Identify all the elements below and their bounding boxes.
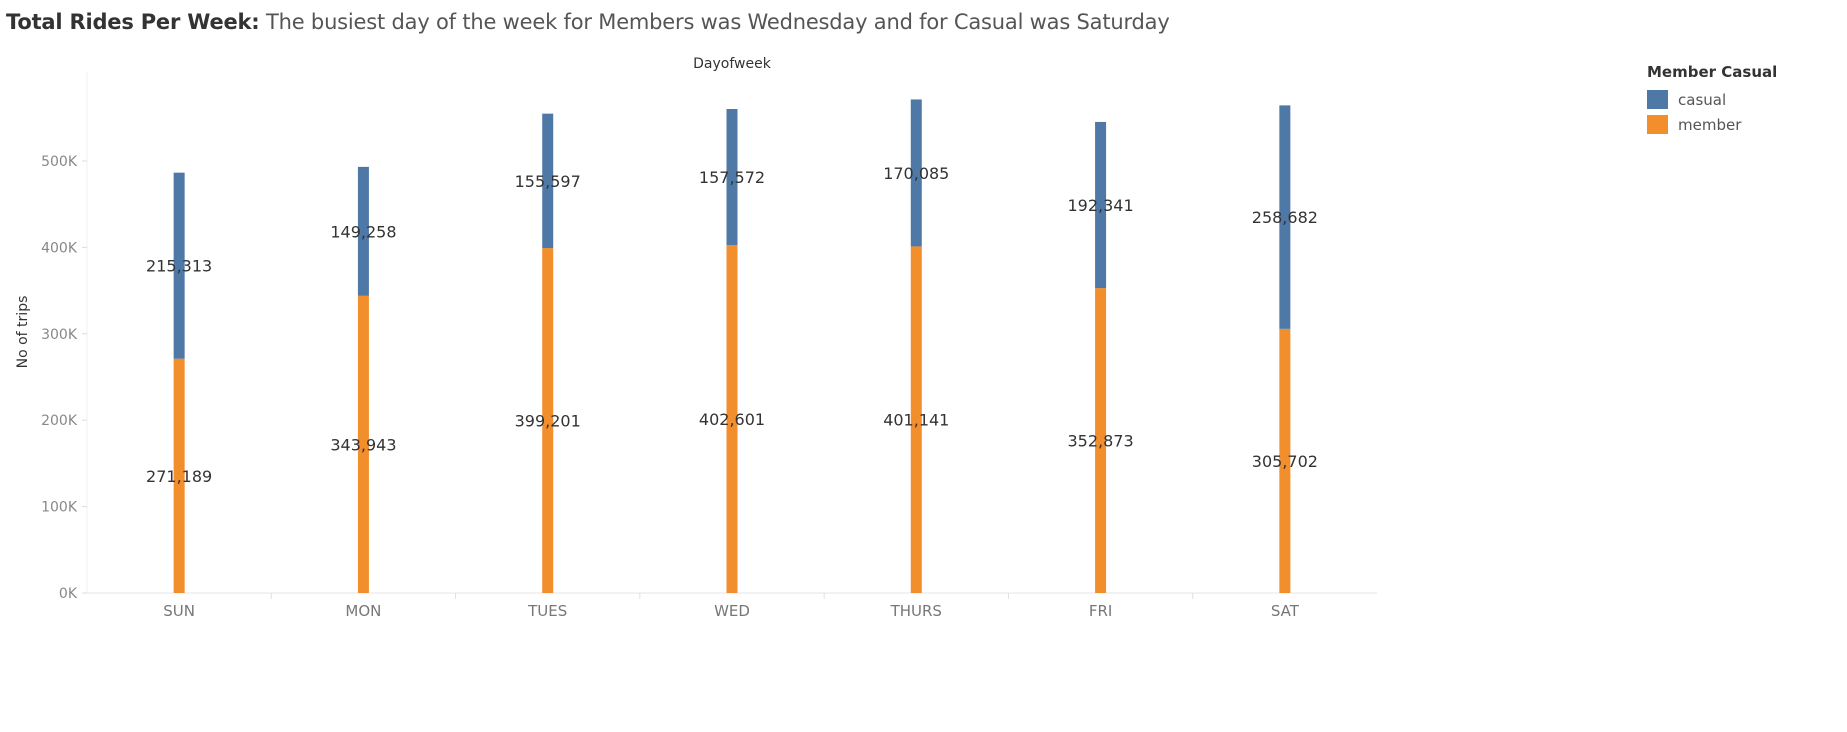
bar-member-thurs	[910, 246, 922, 593]
x-axis-title: Dayofweek	[693, 56, 772, 72]
bar-casual-sat	[1279, 105, 1291, 329]
data-label-casual: 215,313	[146, 257, 212, 276]
x-tick-label: THURS	[890, 602, 942, 620]
data-label-member: 305,702	[1252, 452, 1318, 471]
x-tick-label: FRI	[1089, 602, 1112, 620]
data-label-member: 401,141	[883, 411, 949, 430]
bar-member-mon	[357, 295, 369, 593]
bar-member-wed	[726, 245, 738, 593]
y-tick-label: 400K	[41, 240, 78, 256]
data-label-casual: 155,597	[515, 172, 581, 191]
data-label-member: 399,201	[515, 412, 581, 431]
chart-title: Total Rides Per Week: The busiest day of…	[6, 10, 1170, 34]
y-tick-label: 200K	[41, 413, 78, 429]
bar-casual-mon	[357, 166, 369, 296]
bar-casual-wed	[726, 109, 738, 246]
chart-title-bold: Total Rides Per Week:	[6, 10, 260, 34]
data-label-casual: 170,085	[883, 164, 949, 183]
data-label-member: 352,873	[1067, 432, 1133, 451]
data-label-casual: 149,258	[330, 222, 396, 241]
data-label-casual: 157,572	[699, 168, 765, 187]
legend-swatch-member	[1647, 115, 1668, 134]
legend-item-member[interactable]: member	[1647, 112, 1777, 137]
data-label-casual: 258,682	[1252, 208, 1318, 227]
legend-label-member: member	[1678, 115, 1742, 134]
bar-casual-sun	[173, 172, 185, 359]
legend-item-casual[interactable]: casual	[1647, 87, 1777, 112]
chart-subtitle: The busiest day of the week for Members …	[266, 10, 1170, 34]
data-label-member: 402,601	[699, 410, 765, 429]
y-axis-title: No of trips	[15, 296, 31, 369]
x-tick-label: SUN	[163, 602, 195, 620]
legend-title: Member Casual	[1647, 63, 1778, 81]
bar-member-sat	[1279, 328, 1291, 593]
x-tick-label: SAT	[1271, 602, 1300, 620]
bar-member-tues	[542, 248, 554, 593]
bar-casual-fri	[1095, 121, 1107, 289]
bar-casual-tues	[542, 113, 554, 249]
x-tick-label: WED	[714, 602, 750, 620]
y-tick-label: 500K	[41, 154, 78, 170]
legend-label-casual: casual	[1678, 90, 1727, 109]
y-tick-label: 300K	[41, 327, 78, 343]
data-label-casual: 192,341	[1067, 196, 1133, 215]
bar-member-fri	[1095, 288, 1107, 593]
data-label-member: 343,943	[330, 435, 396, 454]
bar-casual-thurs	[910, 99, 922, 247]
bar-member-sun	[173, 358, 185, 593]
legend: Member Casual casual member	[1647, 63, 1777, 137]
data-label-member: 271,189	[146, 467, 212, 486]
y-tick-label: 0K	[59, 586, 78, 602]
x-tick-label: MON	[345, 602, 381, 620]
x-tick-label: TUES	[527, 602, 567, 620]
stacked-bar-chart: Dayofweek No of trips 0K 100K 200K 300K 400K 50…	[15, 56, 1377, 620]
legend-swatch-casual	[1647, 90, 1668, 109]
y-tick-label: 100K	[41, 500, 78, 516]
